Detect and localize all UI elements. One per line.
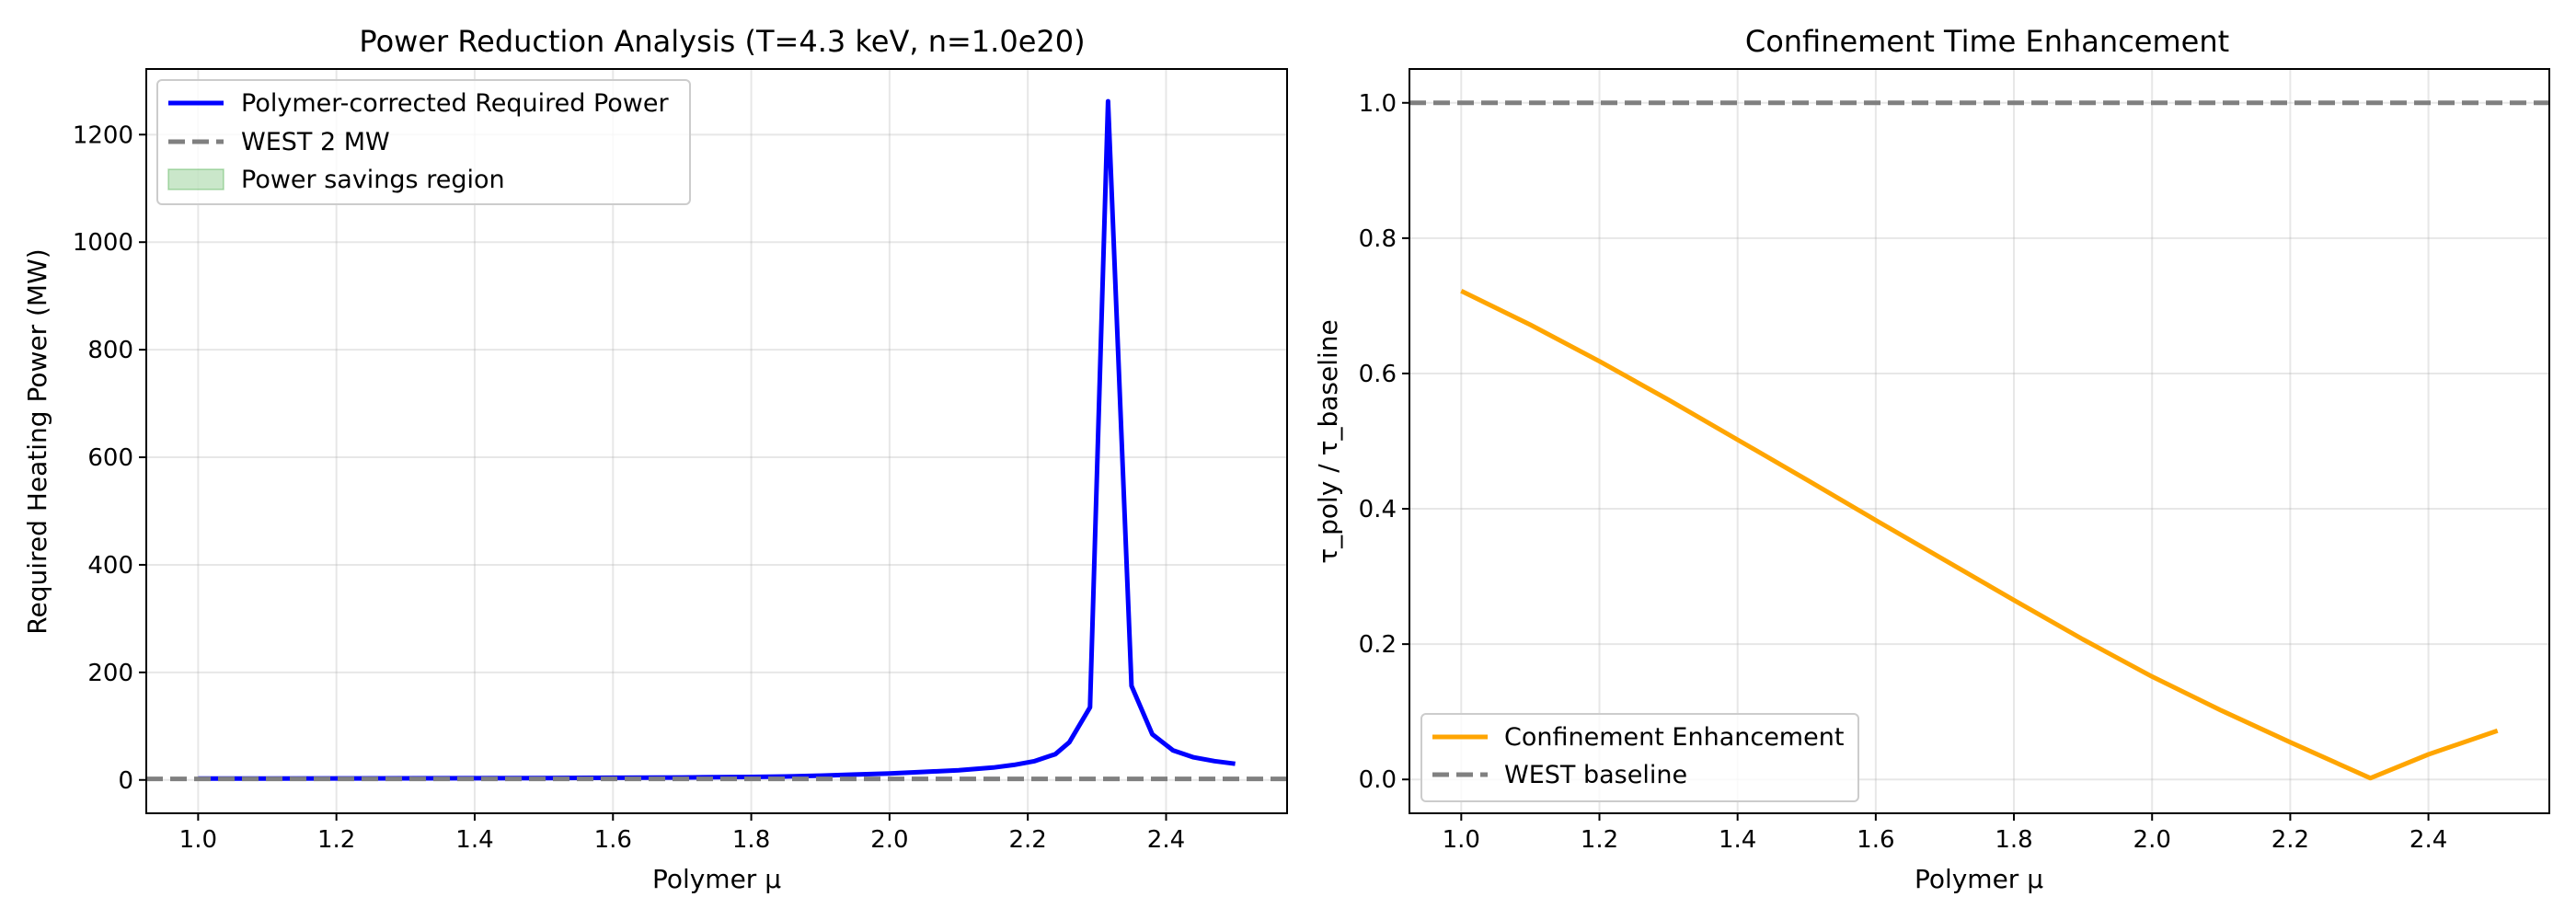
x-tick-label: 2.0	[2133, 826, 2171, 854]
x-tick-label: 2.0	[870, 826, 908, 854]
x-tick-label: 1.2	[317, 826, 355, 854]
y-tick-label: 0.4	[1359, 496, 1397, 523]
legend-box	[156, 79, 691, 205]
legend-label-confinement: Confinement Enhancement	[1504, 723, 1844, 752]
x-tick-label: 1.6	[594, 826, 632, 854]
x-axis-label: Polymer μ	[1915, 864, 2043, 894]
legend-box	[1420, 713, 1859, 802]
y-axis-label: Required Heating Power (MW)	[22, 248, 52, 634]
power-reduction-panel: Power Reduction Analysis (T=4.3 keV, n=1…	[22, 24, 1288, 894]
y-tick-label: 1200	[73, 121, 133, 149]
y-tick-label: 200	[87, 660, 133, 687]
x-tick-label: 2.4	[2409, 826, 2447, 854]
chart-title: Power Reduction Analysis (T=4.3 keV, n=1…	[359, 24, 1085, 59]
y-tick-label: 1000	[73, 229, 133, 257]
grid	[146, 69, 1287, 813]
x-tick-label: 2.2	[2271, 826, 2309, 854]
y-tick-label: 400	[87, 552, 133, 580]
x-tick-label: 1.8	[1995, 826, 2032, 854]
y-tick-label: 0.2	[1359, 631, 1397, 659]
confinement-panel: Confinement Time Enhancement 1.0 1.2 1.4 1.…	[1313, 24, 2550, 894]
x-axis-ticks: 1.0 1.2 1.4 1.6 1.8 2.0 2.2 2.4	[1443, 813, 2447, 854]
axes-frame	[1409, 68, 2550, 814]
y-tick-label: 0.6	[1359, 361, 1397, 388]
axes-frame	[145, 68, 1288, 814]
x-tick-label: 1.6	[1857, 826, 1894, 854]
y-tick-label: 1.0	[1359, 90, 1397, 118]
plot-area	[146, 98, 1287, 782]
x-axis-ticks: 1.0 1.2 1.4 1.6 1.8 2.0 2.2 2.4	[179, 813, 1185, 854]
legend: Confinement Enhancement WEST baseline	[1420, 713, 1859, 802]
x-tick-label: 2.4	[1147, 826, 1185, 854]
x-tick-label: 1.4	[455, 826, 493, 854]
series-line-confinement	[1460, 288, 2499, 781]
x-axis-label: Polymer μ	[652, 864, 781, 894]
x-tick-label: 1.4	[1719, 826, 1756, 854]
y-tick-label: 0.0	[1359, 766, 1397, 794]
y-tick-label: 800	[87, 337, 133, 364]
legend-label-west: WEST 2 MW	[241, 128, 390, 156]
plot-area	[1409, 100, 2549, 781]
legend-label-power: Polymer-corrected Required Power	[241, 89, 670, 118]
legend: Polymer-corrected Required Power WEST 2 …	[156, 79, 691, 205]
legend-swatch-savings	[167, 168, 224, 190]
x-tick-label: 1.8	[732, 826, 770, 854]
legend-label-west-baseline: WEST baseline	[1504, 761, 1687, 789]
y-tick-label: 0.8	[1359, 225, 1397, 253]
y-tick-label: 0	[118, 767, 133, 795]
y-axis-label: τ_poly / τ_baseline	[1313, 319, 1343, 563]
x-tick-label: 1.0	[179, 826, 217, 854]
chart-title: Confinement Time Enhancement	[1745, 24, 2229, 59]
y-axis-ticks: 0.0 0.2 0.4 0.6 0.8 1.0	[1359, 90, 1409, 794]
x-tick-label: 1.2	[1581, 826, 1618, 854]
y-tick-label: 600	[87, 444, 133, 472]
legend-label-savings: Power savings region	[241, 166, 505, 194]
x-tick-label: 1.0	[1443, 826, 1480, 854]
y-axis-ticks: 0 200 400 600 800 1000 1200	[73, 121, 146, 795]
x-tick-label: 2.2	[1009, 826, 1047, 854]
